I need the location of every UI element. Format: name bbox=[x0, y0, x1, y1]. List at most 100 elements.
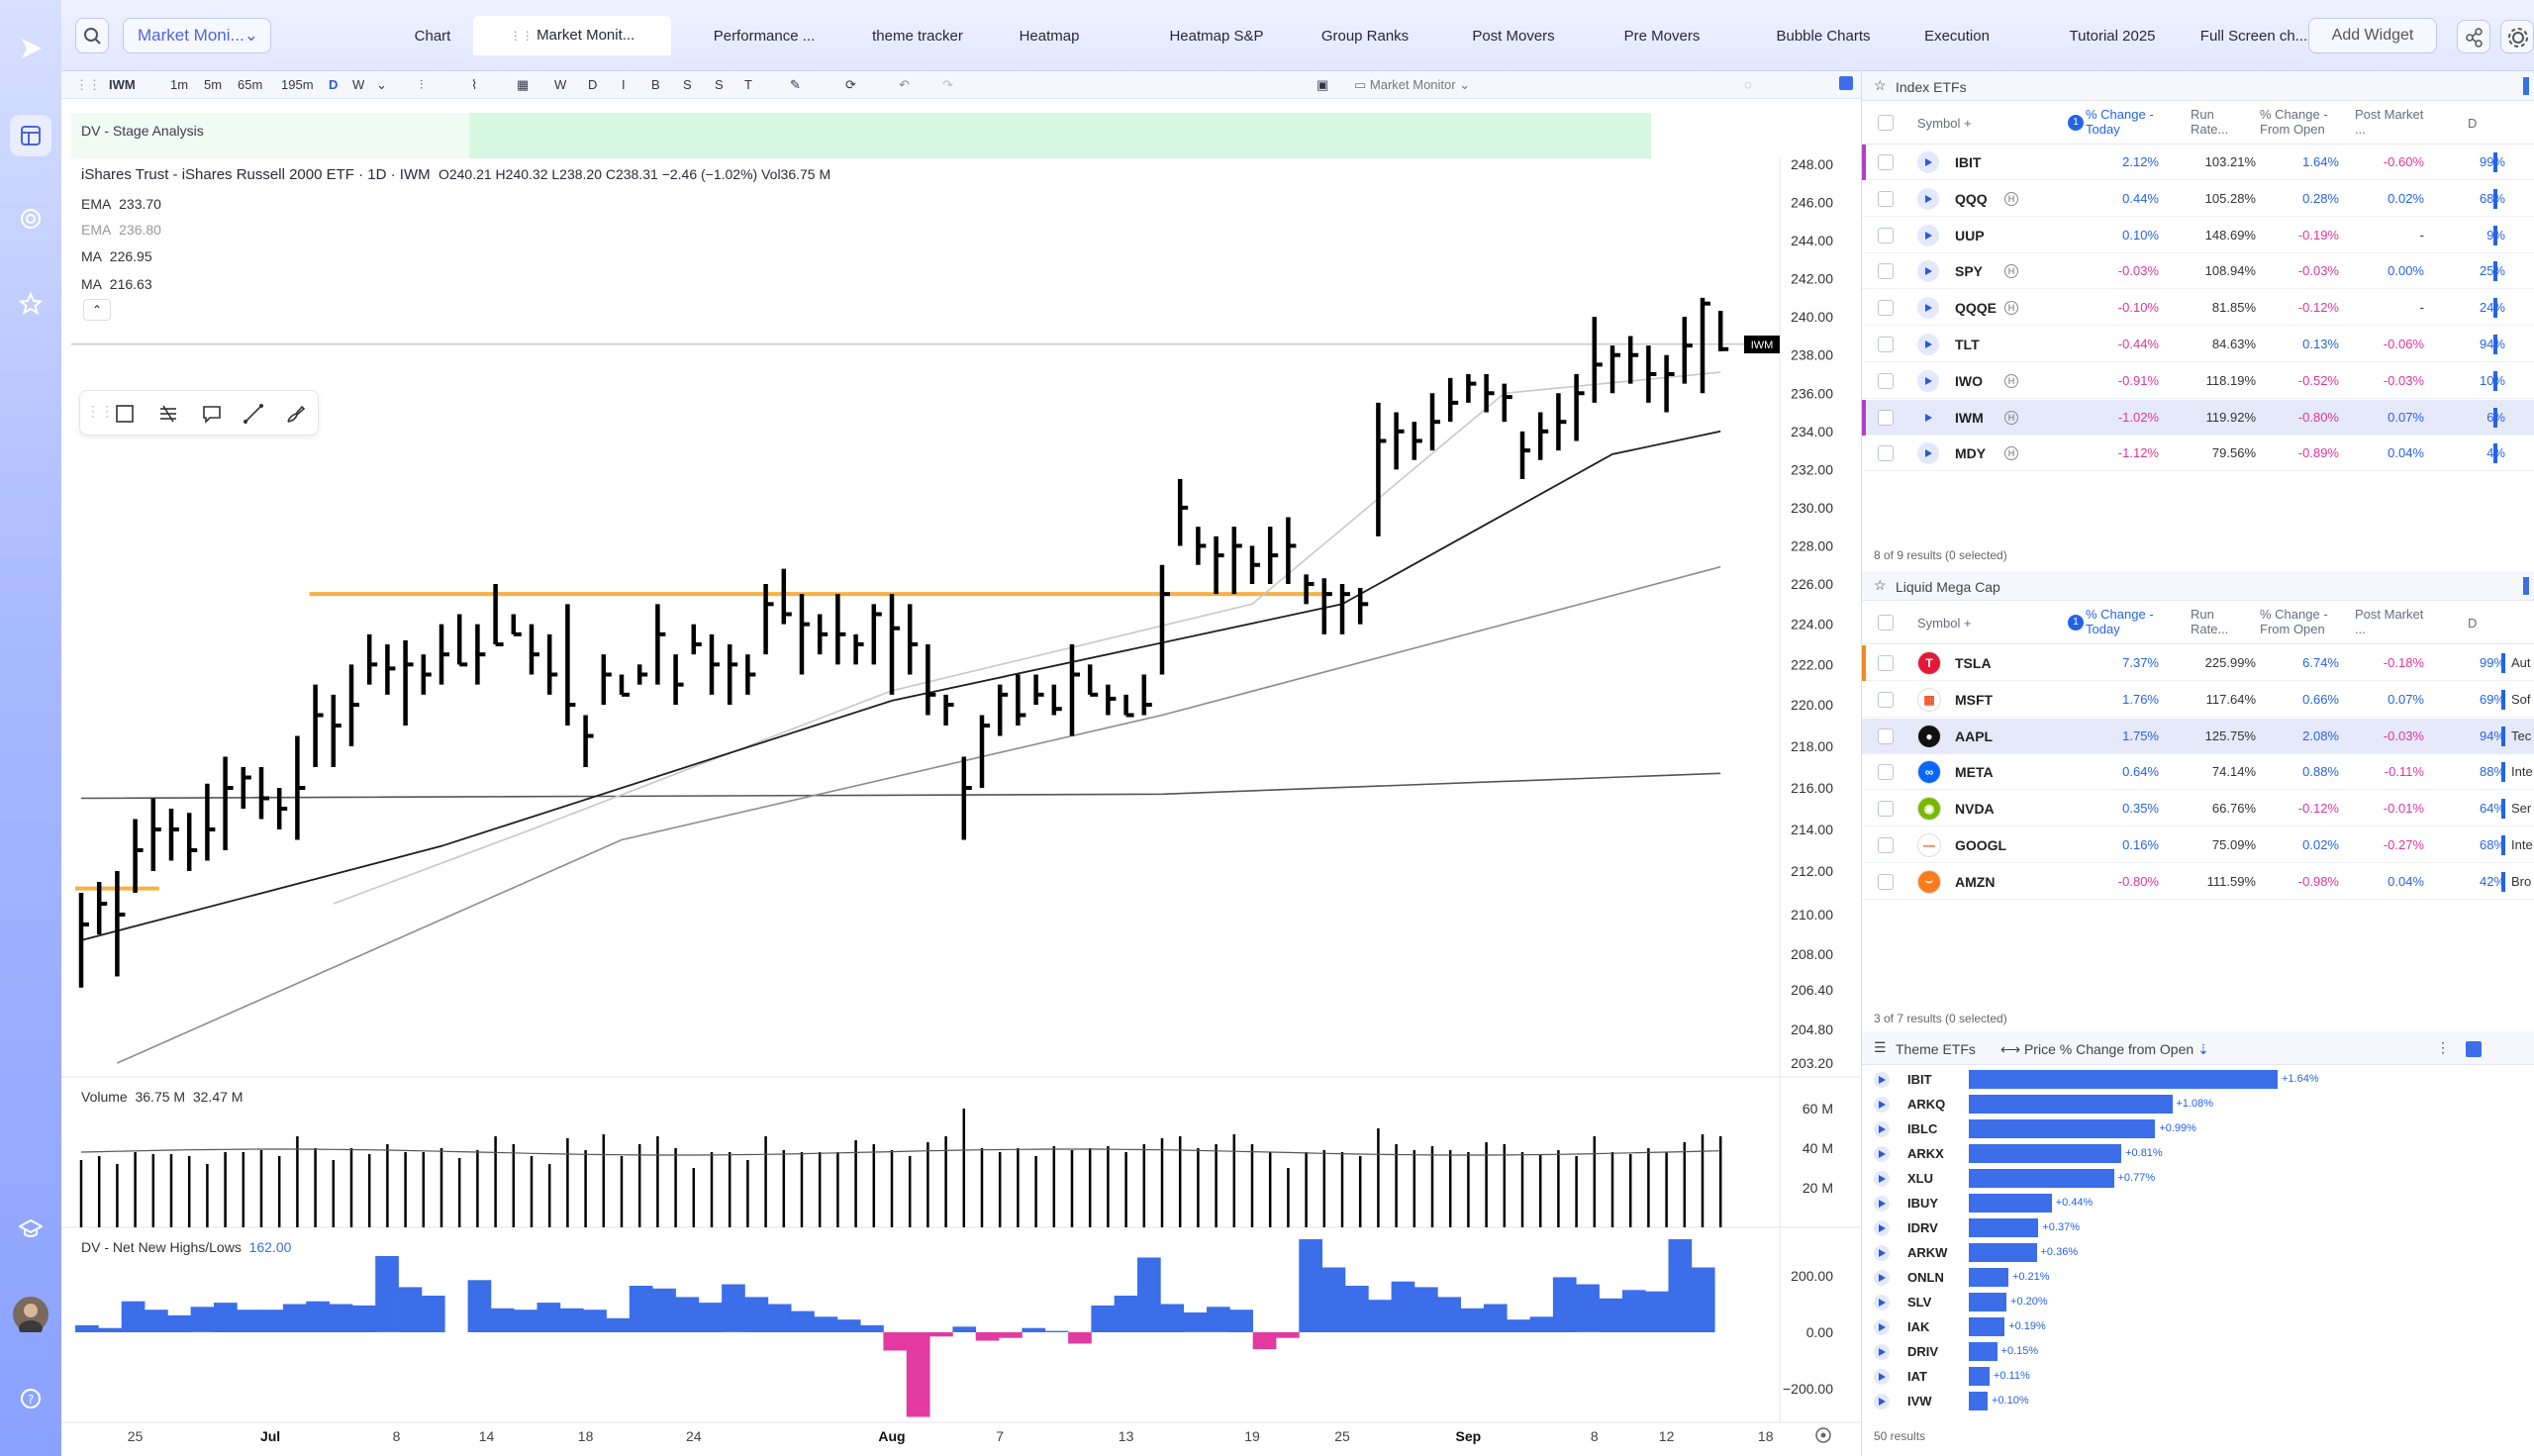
target-icon[interactable] bbox=[10, 198, 51, 240]
price-bar[interactable] bbox=[1304, 574, 1315, 605]
price-bar[interactable] bbox=[511, 614, 522, 636]
tab-tutorial[interactable]: Tutorial 2025 bbox=[2028, 24, 2196, 49]
price-bar[interactable] bbox=[1286, 517, 1297, 584]
toolbar-s1[interactable]: S bbox=[683, 77, 692, 92]
price-bar[interactable] bbox=[1682, 317, 1693, 384]
table-row[interactable]: TLT -0.44% 84.63% 0.13% -0.06% 94% bbox=[1862, 327, 2534, 362]
tab-bubble-charts[interactable]: Bubble Charts bbox=[1739, 24, 1907, 49]
plus-icon[interactable]: + bbox=[1963, 616, 1972, 631]
price-bar[interactable] bbox=[763, 584, 774, 655]
logo-arrow-icon[interactable] bbox=[10, 28, 51, 69]
drag-handle-icon[interactable]: ⋮⋮ bbox=[86, 403, 114, 419]
timeframe-65m[interactable]: 65m bbox=[238, 77, 263, 92]
bar-row[interactable]: XLU +0.77% bbox=[1862, 1166, 2456, 1191]
star-icon[interactable]: ☆ bbox=[1874, 577, 1887, 593]
fib-tool-icon[interactable] bbox=[157, 403, 179, 425]
toolbar-t[interactable]: T bbox=[744, 77, 752, 92]
indicator-ma-mid[interactable]: MA 226.95 bbox=[81, 248, 152, 264]
row-checkbox[interactable] bbox=[1878, 263, 1894, 280]
toolbar-d[interactable]: D bbox=[588, 77, 598, 92]
tab-heatmap[interactable]: Heatmap bbox=[965, 24, 1133, 49]
price-bar[interactable] bbox=[655, 604, 666, 685]
indicator-ema-slow[interactable]: EMA 236.80 bbox=[81, 222, 161, 238]
row-checkbox[interactable] bbox=[1878, 372, 1894, 389]
price-bar[interactable] bbox=[1231, 527, 1242, 595]
settings-button[interactable] bbox=[2500, 20, 2534, 53]
play-icon[interactable] bbox=[1917, 224, 1939, 246]
bar-row[interactable]: SLV +0.20% bbox=[1862, 1290, 2456, 1314]
tab-full-screen[interactable]: Full Screen ch... bbox=[2170, 24, 2338, 49]
price-bar[interactable] bbox=[583, 715, 594, 768]
row-checkbox[interactable] bbox=[1878, 154, 1894, 170]
chart-canvas[interactable]: 60 M 40 M 20 M 200.00 0.00 −200.00 248.00 246… bbox=[61, 99, 1861, 1456]
price-bar[interactable] bbox=[1376, 402, 1387, 536]
play-icon[interactable] bbox=[1917, 442, 1939, 465]
price-bar[interactable] bbox=[205, 783, 216, 861]
price-bar[interactable] bbox=[1574, 374, 1585, 441]
price-bar[interactable] bbox=[1664, 354, 1675, 413]
price-bar[interactable] bbox=[943, 694, 954, 726]
price-bar[interactable] bbox=[96, 882, 108, 934]
timeframe-195m[interactable]: 195m bbox=[281, 77, 314, 92]
indicator-ema-fast[interactable]: EMA 233.70 bbox=[81, 196, 161, 212]
trendline-tool-icon[interactable] bbox=[243, 403, 264, 425]
price-bar[interactable] bbox=[1717, 311, 1729, 351]
table-row[interactable]: QQQ H 0.44% 105.28% 0.28% 0.02% 68% bbox=[1862, 181, 2534, 217]
tab-execution[interactable]: Execution bbox=[1873, 24, 2041, 49]
play-icon[interactable] bbox=[1917, 260, 1939, 283]
star-icon[interactable]: ☆ bbox=[1874, 77, 1887, 93]
price-bar[interactable] bbox=[258, 767, 269, 820]
play-icon[interactable] bbox=[1874, 1072, 1890, 1088]
price-bar[interactable] bbox=[78, 893, 89, 988]
price-bar[interactable] bbox=[601, 654, 612, 705]
avatar[interactable] bbox=[13, 1297, 49, 1332]
price-bar[interactable] bbox=[313, 684, 324, 767]
layout-icon[interactable]: ▣ bbox=[1316, 77, 1329, 92]
price-bar[interactable] bbox=[1321, 578, 1332, 634]
play-icon[interactable] bbox=[1874, 1146, 1890, 1162]
col-run-rate[interactable]: Run Rate... bbox=[2191, 607, 2229, 636]
col-d[interactable]: D bbox=[2468, 116, 2478, 131]
col-run-rate[interactable]: Run Rate... bbox=[2191, 107, 2229, 137]
price-bar[interactable] bbox=[1069, 644, 1080, 736]
search-button[interactable] bbox=[75, 18, 109, 53]
table-row[interactable]: IWO H -0.91% 118.19% -0.52% -0.03% 10% bbox=[1862, 363, 2534, 399]
comment-tool-icon[interactable] bbox=[201, 403, 223, 425]
price-bar[interactable] bbox=[331, 694, 341, 767]
col-change-from-open[interactable]: % Change - From Open bbox=[2260, 607, 2328, 636]
bar-row[interactable]: IBUY +0.44% bbox=[1862, 1191, 2456, 1215]
price-bar[interactable] bbox=[546, 633, 558, 695]
price-bar[interactable] bbox=[565, 604, 576, 726]
col-post-market[interactable]: Post Market ... bbox=[2355, 107, 2424, 137]
indicators-icon[interactable]: ⌇ bbox=[471, 77, 478, 92]
play-icon[interactable] bbox=[1874, 1295, 1890, 1310]
play-icon[interactable] bbox=[1874, 1097, 1890, 1113]
price-bar[interactable] bbox=[1214, 535, 1224, 595]
price-bar[interactable] bbox=[1556, 393, 1567, 451]
price-bar[interactable] bbox=[1141, 674, 1152, 716]
chart-settings-gear[interactable] bbox=[1815, 1427, 1831, 1443]
row-checkbox[interactable] bbox=[1878, 728, 1894, 744]
play-icon[interactable] bbox=[1874, 1319, 1890, 1335]
tab-heatmap-sp[interactable]: Heatmap S&P bbox=[1132, 24, 1301, 49]
price-bar[interactable] bbox=[673, 654, 684, 705]
price-bar[interactable] bbox=[348, 664, 359, 746]
holdings-icon[interactable]: H bbox=[2004, 301, 2018, 316]
toolbar-w[interactable]: W bbox=[554, 77, 567, 92]
row-checkbox[interactable] bbox=[1878, 227, 1894, 243]
bar-style-icon[interactable]: ⫶ bbox=[420, 77, 424, 92]
templates-icon[interactable]: ▦ bbox=[517, 77, 530, 92]
tab-chart[interactable]: Chart bbox=[348, 24, 517, 49]
price-bar[interactable] bbox=[403, 639, 414, 726]
col-change[interactable]: % Change - Today bbox=[2086, 607, 2154, 636]
price-bar[interactable] bbox=[871, 604, 882, 665]
price-bar[interactable] bbox=[1016, 674, 1026, 727]
table-row[interactable]: — GOOGL 0.16% 75.09% 0.02% -0.27% 68% Inte bbox=[1862, 827, 2534, 863]
price-bar[interactable] bbox=[997, 684, 1009, 736]
redo-icon[interactable]: ↷ bbox=[942, 77, 953, 92]
play-icon[interactable] bbox=[1874, 1245, 1890, 1261]
bar-row[interactable]: IAK +0.19% bbox=[1862, 1314, 2456, 1339]
price-bar[interactable] bbox=[1159, 564, 1170, 675]
col-post-market[interactable]: Post Market ... bbox=[2355, 607, 2424, 636]
price-bar[interactable] bbox=[835, 594, 846, 665]
